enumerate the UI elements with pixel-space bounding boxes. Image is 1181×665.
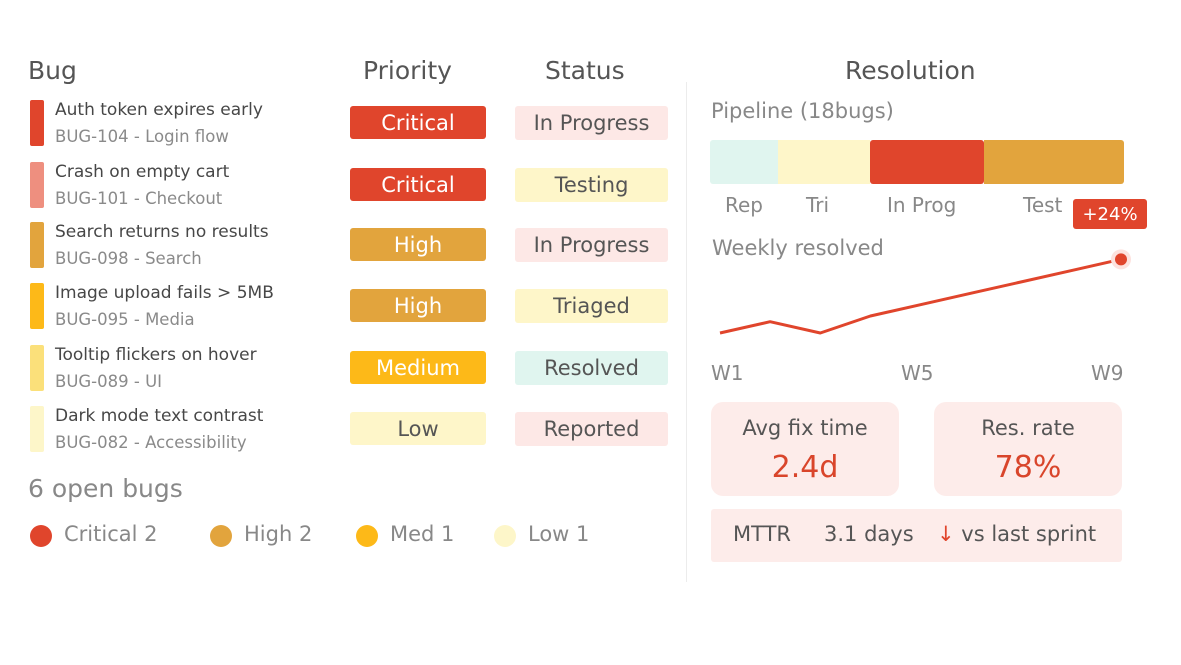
priority-badge: Medium (350, 351, 486, 384)
legend-label: Critical 2 (64, 522, 158, 546)
status-badge: Triaged (515, 289, 668, 323)
pipeline-segment-label: Rep (725, 193, 763, 217)
priority-badge: Critical (350, 168, 486, 201)
bug-id-area: BUG-098 - Search (55, 249, 202, 268)
bug-id-area: BUG-095 - Media (55, 310, 195, 329)
bug-title[interactable]: Tooltip flickers on hover (55, 345, 257, 365)
pipeline-title: Pipeline (18bugs) (711, 99, 894, 123)
mttr-value: 3.1 days (824, 522, 914, 546)
priority-badge: Critical (350, 106, 486, 139)
bug-title[interactable]: Image upload fails > 5MB (55, 283, 274, 303)
legend-dot (356, 525, 378, 547)
mttr-trend-text: vs last sprint (954, 522, 1097, 546)
pipeline-segment-label: Test (1023, 193, 1063, 217)
resolution-rate-card: Res. rate 78% (934, 402, 1122, 496)
avg-fix-time-label: Avg fix time (742, 416, 868, 440)
status-badge: In Progress (515, 106, 668, 140)
open-bugs-count: 6 open bugs (28, 474, 183, 503)
legend-label: Med 1 (390, 522, 455, 546)
legend-label: Low 1 (528, 522, 590, 546)
mttr-label: MTTR (733, 522, 791, 546)
weekly-resolved-title: Weekly resolved (712, 236, 884, 260)
bug-severity-bar (30, 406, 44, 452)
weekly-x-label: W9 (1091, 361, 1124, 385)
panel-divider (686, 82, 687, 582)
weekly-resolved-line (719, 257, 1122, 335)
avg-fix-time-value: 2.4d (771, 450, 839, 485)
pipeline-segment-label: In Prog (887, 193, 957, 217)
weekly-resolved-chart (719, 249, 1131, 335)
legend-dot (210, 525, 232, 547)
priority-badge: High (350, 228, 486, 261)
resolution-rate-value: 78% (994, 450, 1062, 485)
pipeline-segment (710, 140, 778, 184)
bug-severity-bar (30, 100, 44, 146)
bug-title[interactable]: Search returns no results (55, 222, 269, 242)
bug-severity-bar (30, 283, 44, 329)
resolution-rate-label: Res. rate (981, 416, 1075, 440)
mttr-trend: ↓ vs last sprint (937, 522, 1096, 546)
status-badge: Resolved (515, 351, 668, 385)
priority-badge: High (350, 289, 486, 322)
bug-id-area: BUG-101 - Checkout (55, 189, 223, 208)
bug-severity-bar (30, 222, 44, 268)
avg-fix-time-card: Avg fix time 2.4d (711, 402, 899, 496)
latest-point (1115, 253, 1127, 266)
bug-id-area: BUG-082 - Accessibility (55, 433, 247, 452)
priority-column-header: Priority (363, 56, 452, 85)
bug-id-area: BUG-089 - UI (55, 372, 163, 391)
legend-dot (494, 525, 516, 547)
bug-title[interactable]: Auth token expires early (55, 100, 263, 120)
bug-column-header: Bug (28, 56, 77, 85)
bug-title[interactable]: Dark mode text contrast (55, 406, 264, 426)
legend-dot (30, 525, 52, 547)
bug-severity-bar (30, 162, 44, 208)
status-badge: Reported (515, 412, 668, 446)
arrow-down-icon: ↓ (937, 522, 955, 546)
bug-title[interactable]: Crash on empty cart (55, 162, 230, 182)
status-badge: In Progress (515, 228, 668, 262)
legend-label: High 2 (244, 522, 313, 546)
weekly-x-label: W1 (711, 361, 744, 385)
status-column-header: Status (545, 56, 625, 85)
weekly-x-label: W5 (901, 361, 934, 385)
bug-id-area: BUG-104 - Login flow (55, 127, 229, 146)
mttr-banner: MTTR 3.1 days ↓ vs last sprint (711, 509, 1122, 562)
pipeline-segment (984, 140, 1124, 184)
priority-badge: Low (350, 412, 486, 445)
bug-severity-bar (30, 345, 44, 391)
status-badge: Testing (515, 168, 668, 202)
pipeline-segment-label: Tri (806, 193, 830, 217)
pipeline-segment (778, 140, 870, 184)
pipeline-segment (870, 140, 984, 184)
resolution-header: Resolution (845, 56, 976, 85)
weekly-change-badge: +24% (1073, 199, 1147, 229)
